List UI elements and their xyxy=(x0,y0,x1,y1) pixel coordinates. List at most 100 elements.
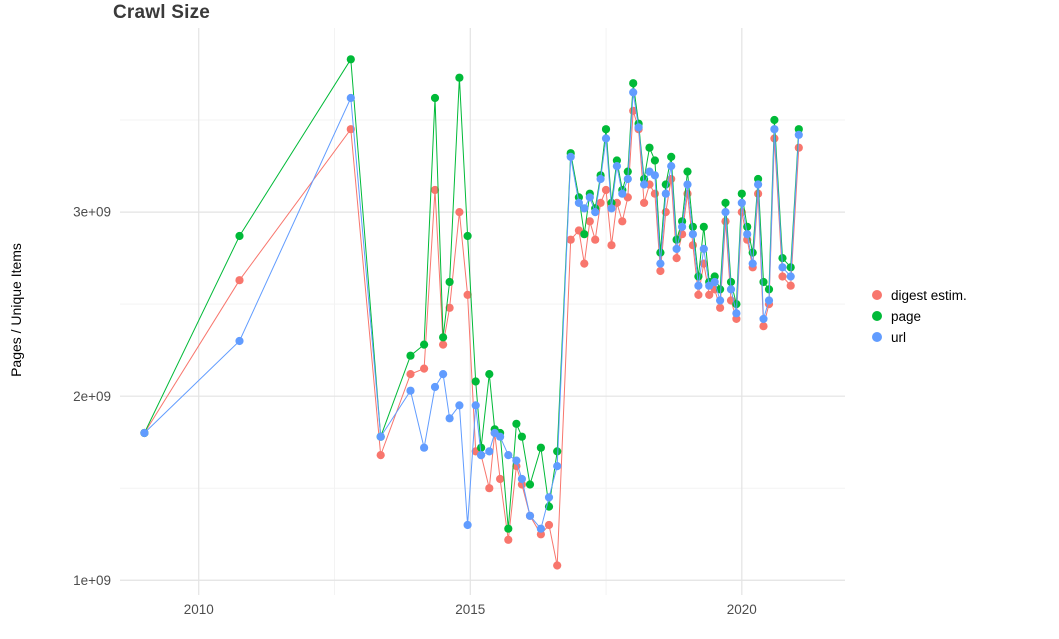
data-point-digest-estim xyxy=(496,474,505,484)
url-dot-icon xyxy=(872,332,882,342)
data-point-url xyxy=(566,152,575,161)
data-point-url xyxy=(623,174,632,184)
data-point-url xyxy=(778,263,787,272)
data-point-page xyxy=(778,254,787,263)
data-point-url xyxy=(688,230,698,239)
data-point-page xyxy=(346,55,355,64)
data-point-page xyxy=(445,277,454,287)
y-tick-label: 1e+09 xyxy=(73,573,111,588)
data-point-digest-estim xyxy=(585,217,594,226)
data-point-page xyxy=(737,189,746,198)
data-point-url xyxy=(737,198,746,207)
chart-title: Crawl Size xyxy=(113,2,211,23)
data-point-url xyxy=(716,296,725,305)
data-point-url xyxy=(553,462,562,471)
data-point-url xyxy=(650,171,660,180)
data-point-url xyxy=(794,130,803,139)
data-point-digest-estim xyxy=(430,185,440,195)
data-point-page xyxy=(512,419,521,428)
legend-item-digest-estim: digest estim. xyxy=(872,288,967,303)
data-point-digest-estim xyxy=(794,143,803,152)
data-point-page xyxy=(235,231,244,241)
data-point-digest-estim xyxy=(601,185,611,195)
data-point-digest-estim xyxy=(705,290,714,299)
data-point-url xyxy=(732,309,741,318)
data-point-url xyxy=(764,296,774,305)
data-point-page xyxy=(770,115,779,125)
series-line-page xyxy=(143,57,800,529)
data-point-page xyxy=(656,248,665,257)
series-line-url xyxy=(144,92,800,530)
data-point-page xyxy=(580,230,589,239)
data-point-digest-estim xyxy=(346,125,355,134)
data-point-digest-estim xyxy=(596,198,605,207)
data-point-url xyxy=(656,259,665,268)
data-point-url xyxy=(634,123,643,132)
data-point-url xyxy=(485,447,494,456)
data-point-page xyxy=(629,79,638,88)
data-point-url xyxy=(759,314,768,323)
data-point-url xyxy=(591,208,600,217)
x-tick-label: 2015 xyxy=(455,602,485,617)
data-point-url xyxy=(477,451,486,460)
data-point-page xyxy=(439,333,448,342)
data-point-url xyxy=(517,474,527,484)
legend-item-url: url xyxy=(872,330,967,345)
data-point-page xyxy=(667,152,676,161)
series-line-digest-estim xyxy=(143,110,800,566)
data-point-page xyxy=(471,377,480,386)
data-point-url xyxy=(683,180,692,189)
data-point-digest-estim xyxy=(721,217,730,226)
data-point-page xyxy=(699,222,708,231)
data-point-url xyxy=(471,401,480,410)
data-point-url xyxy=(536,524,546,533)
data-point-url xyxy=(786,272,795,281)
data-point-digest-estim xyxy=(694,290,703,299)
data-point-digest-estim xyxy=(759,322,768,331)
data-point-page xyxy=(650,156,660,165)
data-point-digest-estim xyxy=(716,303,725,312)
data-point-url xyxy=(596,174,605,184)
data-point-url xyxy=(455,401,464,410)
y-tick-label: 2e+09 xyxy=(73,389,111,404)
data-point-page xyxy=(517,432,527,441)
data-point-digest-estim xyxy=(445,303,454,312)
data-point-digest-estim xyxy=(778,272,787,281)
data-point-url xyxy=(726,285,736,294)
data-point-url xyxy=(640,180,649,189)
data-point-page xyxy=(463,231,472,241)
data-point-digest-estim xyxy=(485,484,494,493)
data-point-digest-estim xyxy=(439,340,448,349)
data-point-page xyxy=(477,443,486,452)
data-point-digest-estim xyxy=(786,281,795,290)
data-point-page xyxy=(553,447,562,456)
data-point-digest-estim xyxy=(688,241,698,250)
data-point-page xyxy=(716,285,725,294)
data-point-url xyxy=(694,281,703,290)
data-point-digest-estim xyxy=(640,198,649,207)
data-point-url xyxy=(748,259,757,268)
data-point-page xyxy=(504,524,513,533)
data-point-page xyxy=(536,443,546,452)
data-point-url xyxy=(721,208,730,217)
data-point-url xyxy=(406,386,415,395)
data-point-url xyxy=(607,204,616,213)
data-point-url xyxy=(618,189,627,198)
data-point-url xyxy=(612,162,622,171)
data-point-url xyxy=(504,451,513,460)
data-point-url xyxy=(463,520,472,530)
data-point-digest-estim xyxy=(650,189,660,198)
data-point-url xyxy=(754,180,763,189)
data-point-url xyxy=(544,493,554,502)
data-point-url xyxy=(580,204,589,213)
data-point-digest-estim xyxy=(553,561,562,570)
digest-estim-dot-icon xyxy=(872,290,882,300)
data-point-digest-estim xyxy=(406,370,415,379)
data-point-url xyxy=(525,511,535,520)
x-tick-label: 2010 xyxy=(184,602,214,617)
data-point-page xyxy=(485,370,494,379)
data-point-url xyxy=(420,443,429,452)
x-tick-label: 2020 xyxy=(727,602,757,617)
data-point-url xyxy=(574,198,584,207)
data-point-url xyxy=(629,88,638,97)
